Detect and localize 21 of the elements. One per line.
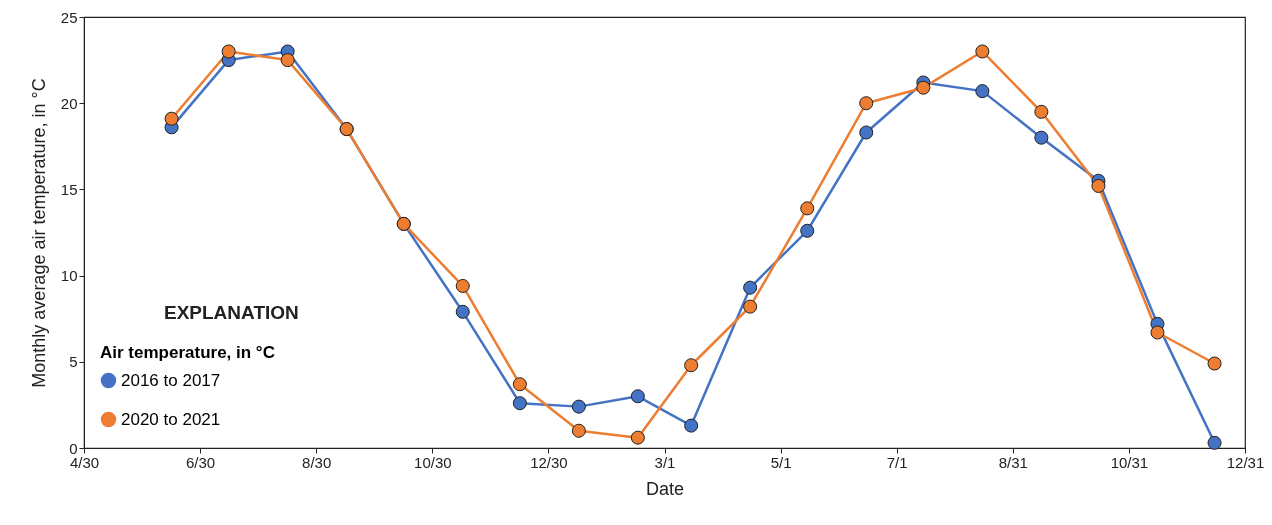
y-axis-title: Monthly average air temperature, in °C (28, 78, 49, 388)
x-tick-label: 12/31 (1226, 453, 1265, 471)
x-tick-label: 7/1 (886, 453, 908, 471)
x-tick-label: 8/31 (998, 453, 1028, 471)
legend-title: Air temperature, in °C (100, 343, 275, 362)
x-tick-label: 10/31 (1110, 453, 1149, 471)
x-tick-label: 10/30 (414, 453, 452, 471)
y-tick-label: 10 (60, 267, 78, 285)
legend-label: 2016 to 2017 (121, 370, 221, 390)
x-tick-label: 3/1 (654, 453, 676, 471)
y-tick-label: 15 (60, 180, 78, 198)
y-tick-label: 5 (69, 353, 78, 371)
x-tick-label: 12/30 (530, 453, 568, 471)
y-tick-label: 25 (60, 8, 78, 26)
x-tick-label: 8/30 (302, 453, 332, 471)
legend-label: 2020 to 2021 (121, 409, 221, 429)
x-tick-label: 6/30 (186, 453, 216, 471)
y-tick-label: 20 (60, 94, 78, 112)
x-axis-title: Date (645, 478, 685, 499)
annotation: EXPLANATION (164, 302, 299, 323)
x-tick-label: 5/1 (770, 453, 792, 471)
